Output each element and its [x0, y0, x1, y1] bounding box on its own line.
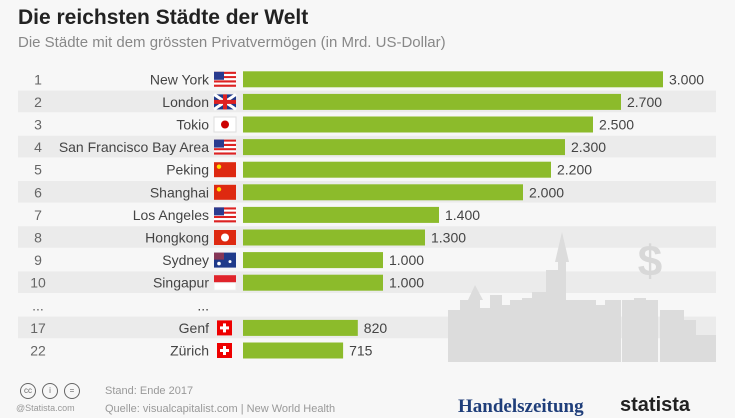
stand-text: Stand: Ende 2017: [105, 385, 194, 397]
value-label: 715: [349, 343, 373, 359]
city-label: New York: [150, 71, 210, 87]
city-label: Shanghai: [150, 184, 209, 200]
city-label: Sydney: [162, 252, 209, 268]
city-label: Los Angeles: [133, 207, 209, 223]
value-label: 2.300: [571, 139, 606, 155]
nd-icon: =: [64, 383, 80, 399]
city-label: Peking: [166, 162, 209, 178]
rank-label: 17: [30, 320, 46, 336]
table-row: 10 Singapur 1.000: [30, 274, 424, 291]
by-icon: i: [42, 383, 58, 399]
table-row: 17 Genf 820: [30, 319, 388, 336]
rank-label: 8: [34, 230, 42, 246]
value-label: 1.400: [445, 207, 480, 223]
city-label: Zürich: [170, 343, 209, 359]
bar-chart: $1 New York 3.000 2 London 2.700 3 Tokio 2.500 4 S…: [18, 71, 716, 362]
rank-label: 3: [34, 117, 42, 133]
value-label: 2.500: [599, 117, 634, 133]
swiss-flag-icon: [217, 343, 232, 358]
value-label: 3.000: [669, 71, 704, 87]
city-label: Singapur: [153, 275, 209, 291]
bar: [243, 229, 425, 246]
chart-subtitle: Die Städte mit dem grössten Privatvermög…: [18, 34, 446, 51]
value-label: 1.000: [389, 275, 424, 291]
city-label: Genf: [179, 320, 209, 336]
rank-label: 4: [34, 139, 42, 155]
us-flag-icon: [214, 71, 236, 87]
skyline-icon: [448, 232, 716, 362]
table-row: ......: [32, 297, 209, 313]
rank-label: 9: [34, 252, 42, 268]
uk-flag-icon: [213, 93, 237, 111]
rank-label: 5: [34, 162, 42, 178]
rank-label: 2: [34, 94, 42, 110]
china-flag-icon: [214, 184, 236, 200]
table-row: 9 Sydney 1.000: [34, 252, 424, 269]
dollar-icon: $: [638, 237, 662, 286]
city-label: ...: [197, 297, 209, 313]
city-label: London: [162, 94, 209, 110]
copyright[interactable]: @Statista.com: [16, 403, 75, 413]
table-row: 1 New York 3.000: [34, 71, 704, 88]
city-label: Tokio: [176, 117, 209, 133]
table-row: 4 San Francisco Bay Area 2.300: [34, 139, 606, 156]
city-label: San Francisco Bay Area: [59, 139, 209, 155]
value-label: 2.700: [627, 94, 662, 110]
value-label: 1.300: [431, 230, 466, 246]
table-row: 3 Tokio 2.500: [34, 116, 634, 133]
table-row: 22 Zürich 715: [30, 342, 373, 359]
bar: [243, 71, 663, 88]
singapore-flag-icon: [213, 275, 237, 291]
japan-flag-icon: [213, 116, 237, 133]
bar: [243, 184, 523, 201]
value-label: 2.000: [529, 184, 564, 200]
handelszeitung-logo: Handelszeitung: [458, 396, 584, 417]
bar: [243, 139, 565, 156]
australia-flag-icon: [214, 252, 236, 268]
rank-label: ...: [32, 297, 44, 313]
bar: [243, 274, 383, 291]
rank-label: 7: [34, 207, 42, 223]
cc-icon: cc: [20, 383, 36, 399]
chart-title: Die reichsten Städte der Welt: [18, 6, 309, 29]
swiss-flag-icon: [217, 320, 232, 336]
bar: [243, 252, 383, 269]
bar: [243, 206, 439, 223]
value-label: 1.000: [389, 252, 424, 268]
table-row: 5 Peking 2.200: [34, 161, 592, 178]
rank-label: 1: [34, 71, 42, 87]
value-label: 2.200: [557, 162, 592, 178]
us-flag-icon: [214, 207, 236, 223]
value-label: 820: [364, 320, 388, 336]
bar: [243, 342, 344, 359]
city-label: Hongkong: [145, 230, 209, 246]
bar: [243, 116, 593, 133]
table-row: 6 Shanghai 2.000: [34, 184, 564, 201]
source-text: Quelle: visualcapitalist.com | New World…: [105, 403, 336, 415]
rank-label: 22: [30, 343, 46, 359]
us-flag-icon: [214, 139, 236, 155]
rank-label: 10: [30, 275, 46, 291]
bar: [243, 161, 551, 178]
bar: [243, 319, 358, 336]
bar: [243, 93, 621, 110]
table-row: 7 Los Angeles 1.400: [34, 206, 480, 223]
rank-label: 6: [34, 184, 42, 200]
table-row: 2 London 2.700: [34, 93, 662, 111]
table-row: 8 Hongkong 1.300: [34, 229, 466, 246]
china-flag-icon: [214, 162, 236, 178]
statista-logo: statista: [620, 394, 691, 416]
hongkong-flag-icon: [214, 230, 236, 245]
